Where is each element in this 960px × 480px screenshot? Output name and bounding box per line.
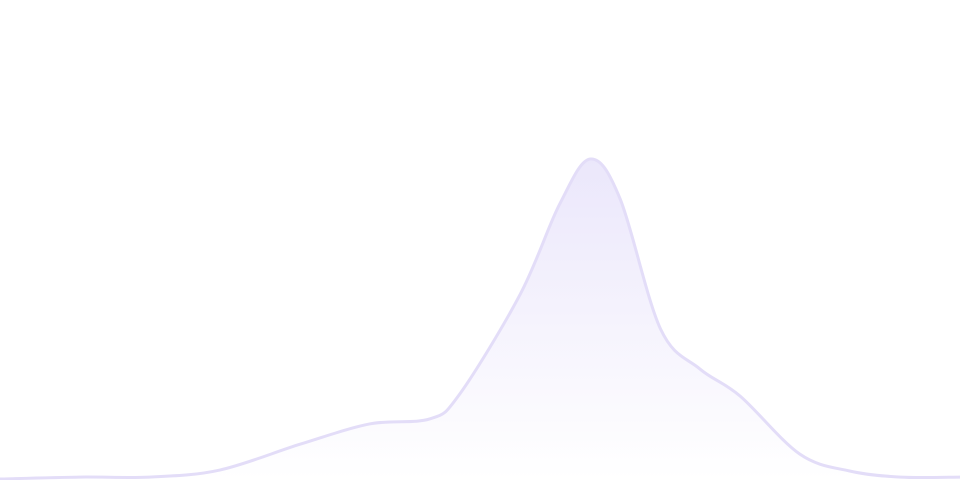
- area-fill: [0, 158, 960, 480]
- series-line: [0, 157, 960, 480]
